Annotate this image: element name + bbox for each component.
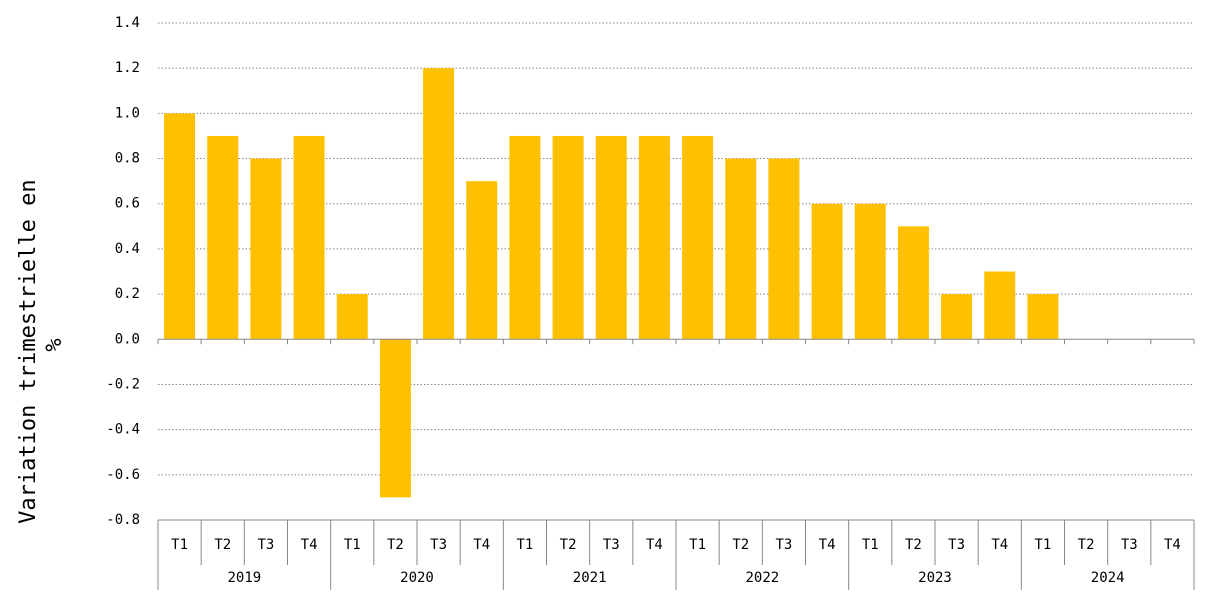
x-tick-label: T2: [732, 537, 749, 553]
x-tick-label: T3: [430, 537, 447, 553]
x-tick-label: T4: [819, 537, 836, 553]
x-tick-label: T2: [387, 537, 404, 553]
y-axis-label: Variation trimestrielle en %: [16, 166, 67, 524]
bar: [336, 294, 368, 340]
bar: [379, 339, 411, 498]
bar: [682, 135, 714, 340]
bar: [1027, 294, 1059, 340]
bar: [941, 294, 973, 340]
bar: [423, 68, 455, 340]
bar: [811, 203, 843, 340]
bar: [725, 158, 757, 340]
group-label: 2024: [1091, 570, 1125, 586]
bar: [768, 158, 800, 340]
y-tick-label: -0.6: [106, 467, 140, 483]
y-tick-label: 0.8: [115, 151, 140, 167]
x-tick-label: T1: [171, 537, 188, 553]
x-tick-label: T2: [214, 537, 231, 553]
bar: [466, 181, 498, 340]
x-tick-label: T2: [1078, 537, 1095, 553]
x-tick-label: T1: [516, 537, 533, 553]
x-tick-label: T4: [301, 537, 318, 553]
bar: [164, 113, 196, 340]
y-tick-label: -0.4: [106, 422, 140, 438]
y-tick-label: 0.6: [115, 196, 140, 212]
x-tick-label: T4: [1164, 537, 1181, 553]
bar: [207, 135, 239, 340]
x-tick-label: T1: [344, 537, 361, 553]
y-tick-label: -0.8: [106, 512, 140, 528]
group-label: 2021: [573, 570, 607, 586]
x-tick-label: T1: [862, 537, 879, 553]
x-tick-label: T3: [775, 537, 792, 553]
bar: [250, 158, 282, 340]
bar: [595, 135, 627, 340]
x-tick-label: T3: [257, 537, 274, 553]
y-tick-label: 0.4: [115, 241, 140, 257]
y-tick-label: 1.2: [115, 60, 140, 76]
y-tick-label: 0.2: [115, 286, 140, 302]
x-tick-label: T1: [689, 537, 706, 553]
y-tick-label: -0.2: [106, 376, 140, 392]
x-tick-label: T4: [991, 537, 1008, 553]
x-tick-label: T3: [603, 537, 620, 553]
bar: [854, 203, 886, 340]
y-tick-label: 1.4: [115, 15, 140, 31]
x-tick-label: T4: [646, 537, 663, 553]
x-tick-label: T2: [560, 537, 577, 553]
x-tick-label: T3: [948, 537, 965, 553]
y-tick-label: 0.0: [115, 331, 140, 347]
group-label: 2022: [745, 570, 779, 586]
group-label: 2019: [227, 570, 261, 586]
group-label: 2023: [918, 570, 952, 586]
y-tick-label: 1.0: [115, 105, 140, 121]
x-tick-label: T1: [1034, 537, 1051, 553]
x-tick-label: T2: [905, 537, 922, 553]
x-tick-label: T3: [1121, 537, 1138, 553]
x-tick-label: T4: [473, 537, 490, 553]
bar: [293, 135, 325, 340]
bar: [509, 135, 541, 340]
bar: [552, 135, 584, 340]
group-label: 2020: [400, 570, 434, 586]
bar: [638, 135, 670, 340]
bar: [897, 226, 929, 340]
bar: [984, 271, 1016, 340]
